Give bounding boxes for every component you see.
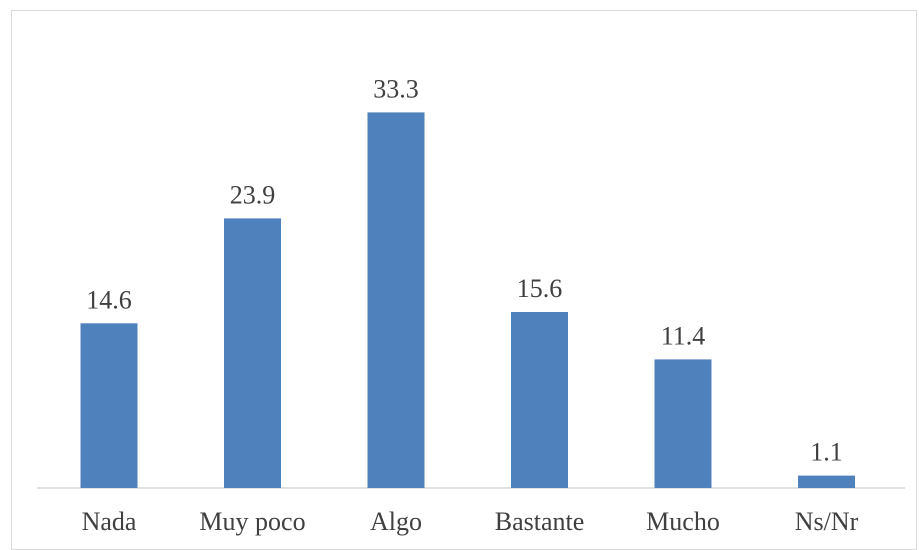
x-tick-label: Bastante <box>495 507 585 536</box>
x-tick-label: Muy poco <box>199 507 305 536</box>
bar <box>511 312 568 488</box>
bar-chart: 14.6 23.9 33.3 15.6 11.4 1.1 Nada Muy poco Algo… <box>37 74 905 536</box>
chart-area <box>11 10 917 550</box>
bar <box>224 218 281 488</box>
data-label: 1.1 <box>810 438 843 467</box>
bar <box>654 359 712 488</box>
data-label: 14.6 <box>86 285 132 314</box>
x-tick-label: Ns/Nr <box>795 507 859 536</box>
data-label: 11.4 <box>661 321 706 350</box>
bar <box>367 112 425 489</box>
x-tick-label: Nada <box>82 507 137 536</box>
data-labels-group: 14.6 23.9 33.3 15.6 11.4 1.1 <box>86 74 843 466</box>
bars-group <box>80 112 855 489</box>
x-tick-labels-group: Nada Muy poco Algo Bastante Mucho Ns/Nr <box>82 507 859 536</box>
data-label: 33.3 <box>373 74 419 103</box>
bar <box>80 323 138 488</box>
x-tick-label: Mucho <box>646 507 720 536</box>
x-tick-label: Algo <box>370 507 422 536</box>
data-label: 23.9 <box>230 180 276 209</box>
bar <box>798 475 855 488</box>
data-label: 15.6 <box>517 274 563 303</box>
